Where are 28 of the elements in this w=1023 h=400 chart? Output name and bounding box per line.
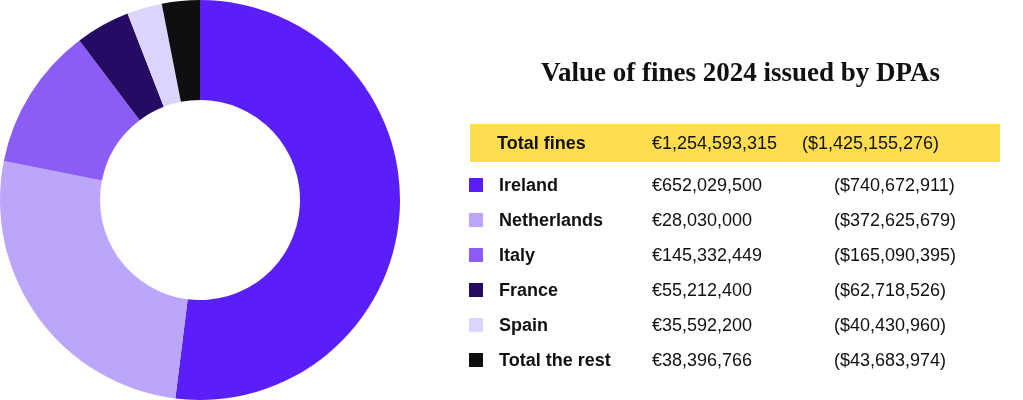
text: €28,030,000	[652, 210, 753, 230]
text: €55,212,400	[652, 280, 753, 300]
text: Value of fines 2024 issued by DPAs	[541, 57, 941, 87]
legend-label: Spain	[499, 315, 549, 335]
donut-slice	[175, 0, 400, 400]
donut-slice	[127, 3, 181, 107]
text: €35,592,200	[652, 315, 753, 335]
donut-slice	[79, 13, 164, 121]
legend-label: Italy	[499, 245, 536, 265]
legend-label: Netherlands	[499, 210, 604, 230]
text: ($1,425,155,276)	[802, 133, 940, 153]
data-label: ($740,672,911)	[834, 175, 955, 195]
donut-slice	[3, 40, 140, 181]
data-label: ($43,683,974)	[834, 350, 947, 370]
donut-slice	[161, 0, 200, 102]
legend-label: Ireland	[499, 175, 559, 195]
legend-label: Total the rest	[499, 350, 611, 370]
text: €38,396,766	[652, 350, 753, 370]
legend-label: France	[499, 280, 559, 300]
data-label: ($372,625,679)	[834, 210, 957, 230]
data-label: ($62,718,526)	[834, 280, 947, 300]
data-label: ($165,090,395)	[834, 245, 957, 265]
donut-slice	[0, 161, 188, 399]
data-label: ($40,430,960)	[834, 315, 947, 335]
text: €652,029,500	[652, 175, 763, 195]
text: Total fines	[497, 133, 586, 153]
text: €1,254,593,315	[652, 133, 778, 153]
text: €145,332,449	[652, 245, 763, 265]
